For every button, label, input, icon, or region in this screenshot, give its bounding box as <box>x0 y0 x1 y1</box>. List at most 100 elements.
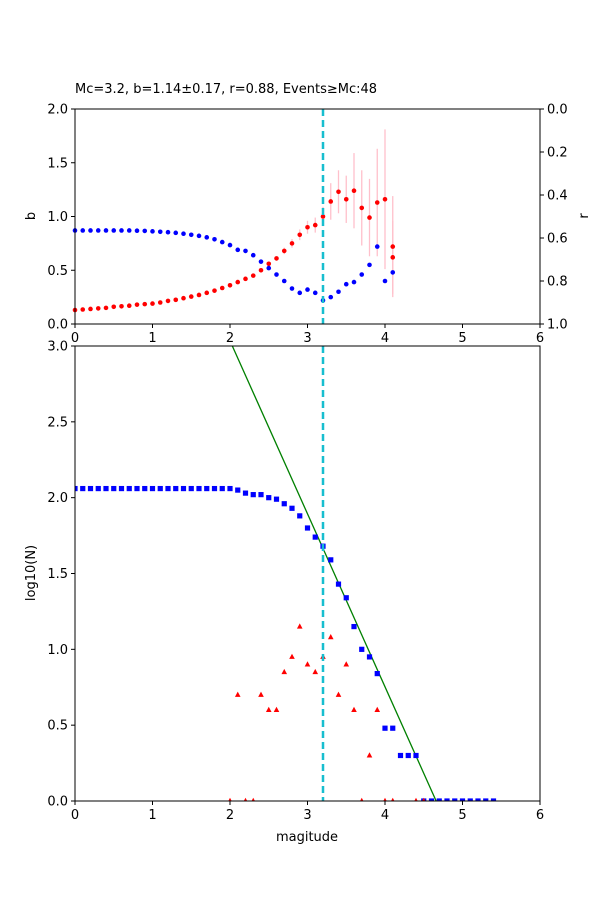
incremental-point <box>391 797 395 801</box>
r-tick-label: 1.0 <box>547 318 568 333</box>
incremental-point <box>383 797 387 801</box>
cumulative-point <box>459 798 466 801</box>
r-point <box>390 270 396 275</box>
b-point <box>250 273 256 278</box>
cumulative-point <box>165 485 171 492</box>
x-tick-label: 5 <box>458 808 466 823</box>
b-point <box>382 197 388 202</box>
x-tick-label: 2 <box>226 331 234 346</box>
r-point <box>204 235 210 240</box>
b-point <box>320 214 326 219</box>
r-point <box>258 259 264 264</box>
log-n-tick-label: 1.5 <box>47 567 68 582</box>
b-point <box>103 305 109 311</box>
r-point <box>281 278 287 284</box>
b-point <box>351 188 357 193</box>
incremental-point <box>327 634 334 640</box>
cumulative-point <box>483 798 489 801</box>
cumulative-point <box>227 485 233 492</box>
incremental-point <box>273 706 280 712</box>
incremental-point <box>265 706 272 712</box>
b-point <box>142 301 148 307</box>
log-n-axis-label: log10(N) <box>24 545 39 601</box>
cumulative-point <box>95 485 101 492</box>
r-axis-label: r <box>577 213 592 219</box>
log-n-axes-frame <box>74 345 541 802</box>
b-point <box>126 303 132 309</box>
b-point <box>119 303 124 309</box>
cumulative-point <box>250 492 256 498</box>
b-point <box>312 222 318 228</box>
cumulative-point <box>149 485 156 492</box>
x-tick-label: 3 <box>303 808 311 823</box>
cumulative-point <box>281 501 287 507</box>
r-point <box>142 228 148 234</box>
r-point <box>134 228 140 233</box>
r-point <box>297 290 303 296</box>
log-n-tick-label: 2.0 <box>47 491 68 506</box>
x-tick-label: 5 <box>458 331 466 346</box>
b-point <box>266 261 272 267</box>
r-point <box>359 272 365 277</box>
x-tick-label: 1 <box>148 331 156 346</box>
r-tick-label: 0.4 <box>547 189 568 204</box>
r-point <box>219 239 225 245</box>
r-point <box>235 247 241 253</box>
cumulative-point <box>266 495 272 501</box>
x-tick-label: 4 <box>381 808 389 823</box>
b-axis-label: b <box>24 212 39 220</box>
r-point <box>126 228 132 233</box>
r-tick-label: 0.6 <box>547 232 568 247</box>
r-point <box>103 228 109 233</box>
r-point <box>181 231 186 236</box>
b-point <box>165 298 171 304</box>
cumulative-point <box>390 725 396 731</box>
x-tick-label: 1 <box>148 808 156 823</box>
cumulative-point <box>428 798 435 801</box>
r-point <box>157 229 163 235</box>
cumulative-point <box>258 492 264 498</box>
plot-marks <box>75 346 497 801</box>
incremental-point <box>228 797 232 801</box>
cumulative-point <box>235 487 241 493</box>
r-point <box>165 229 171 235</box>
b-point <box>88 306 93 312</box>
r-point <box>80 228 86 233</box>
incremental-point <box>234 691 241 697</box>
x-tick-label: 2 <box>226 808 234 823</box>
b-point <box>173 297 179 303</box>
r-point <box>351 279 357 285</box>
b-point <box>181 295 186 301</box>
b-tick-label: 0.5 <box>47 264 68 279</box>
b-tick-label: 1.0 <box>47 210 68 225</box>
b-tick-label: 1.5 <box>47 156 68 171</box>
b-point <box>134 302 140 307</box>
b-tick-label: 0.0 <box>47 318 68 333</box>
incremental-point <box>335 691 342 697</box>
cumulative-point <box>444 798 450 801</box>
b-point <box>95 306 101 311</box>
r-tick-label: 0.0 <box>547 103 568 118</box>
r-point <box>111 228 117 233</box>
b-point <box>305 224 310 230</box>
cumulative-point <box>87 485 94 492</box>
b-point <box>281 248 287 254</box>
incremental-point <box>296 623 303 629</box>
log-n-tick-label: 0.5 <box>47 719 68 734</box>
r-point <box>266 265 272 271</box>
b-point <box>196 292 202 298</box>
r-tick-label: 0.8 <box>547 275 568 290</box>
incremental-point <box>251 797 255 801</box>
r-point <box>250 252 256 258</box>
b-point <box>150 301 155 306</box>
r-point <box>274 272 279 277</box>
log-n-tick-label: 0.0 <box>47 795 68 810</box>
r-tick-label: 0.2 <box>547 146 568 161</box>
b-point <box>289 241 295 246</box>
r-point <box>119 228 124 233</box>
incremental-point <box>289 653 295 659</box>
incremental-point <box>414 797 418 801</box>
r-point <box>227 242 233 248</box>
b-point <box>390 244 396 249</box>
